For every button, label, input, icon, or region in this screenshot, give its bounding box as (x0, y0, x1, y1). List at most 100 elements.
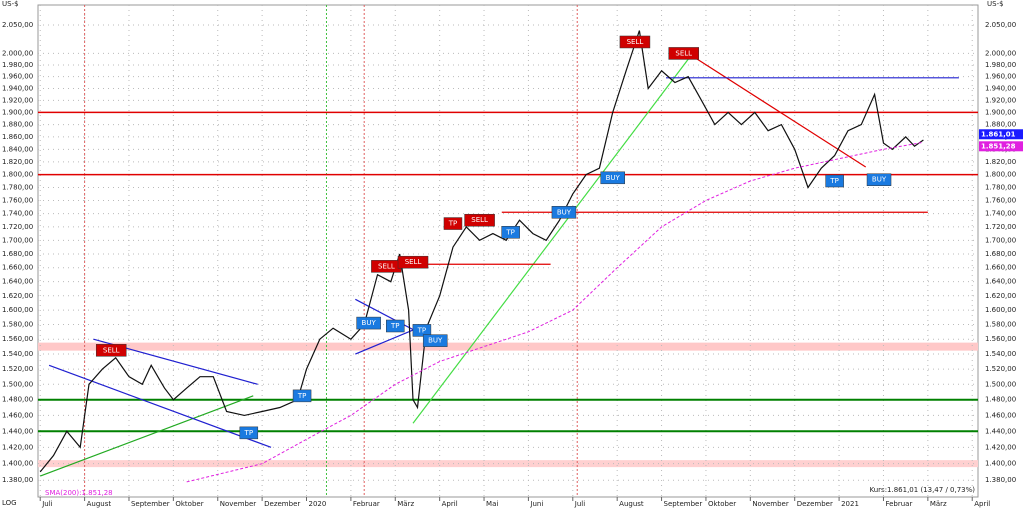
y-tick-label-left: 1.780,00 (2, 183, 33, 191)
signal-box (866, 173, 892, 186)
price-tag (979, 129, 1023, 140)
signal-label: SELL (103, 346, 120, 354)
x-tick-label: Juli (41, 500, 52, 508)
y-tick-label-left: 1.760,00 (2, 196, 33, 204)
signal-box (412, 324, 432, 337)
y-tick-label: 1.400,00 (985, 460, 1016, 468)
y-tick-label: 1.580,00 (985, 321, 1016, 329)
y-tick-label-left: 1.900,00 (2, 108, 33, 116)
signal-box (356, 316, 381, 330)
sma-tag-label: 1.851,28 (981, 142, 1016, 150)
y-tick-label-left: 1.700,00 (2, 236, 33, 244)
signal-box (292, 389, 312, 403)
x-tick-label: März (930, 500, 947, 508)
y-tick-label-left: 1.480,00 (2, 396, 33, 404)
signal-label: TP (244, 429, 254, 437)
signal-box (668, 47, 700, 60)
y-tick-label: 1.660,00 (985, 264, 1016, 272)
price-tag-label: 1.861,01 (981, 130, 1016, 138)
signal-box (422, 334, 448, 347)
y-tick-label-left: 1.560,00 (2, 335, 33, 343)
y-tick-label: 1.440,00 (985, 427, 1016, 435)
signal-label: BUY (606, 174, 621, 182)
y-tick-label: 1.600,00 (985, 306, 1016, 314)
x-tick-label: Oktober (708, 500, 736, 508)
signal-box (825, 174, 844, 188)
signal-label: BUY (557, 208, 572, 216)
y-tick-label: 1.780,00 (985, 183, 1016, 191)
trend-line (412, 53, 694, 424)
x-tick-label: Dezember (797, 500, 833, 508)
y-tick-label-left: 1.860,00 (2, 133, 33, 141)
y-tick-label-left: 1.820,00 (2, 158, 33, 166)
signal-box (619, 35, 651, 49)
y-tick-label: 1.920,00 (985, 96, 1016, 104)
signal-box (95, 344, 127, 357)
x-tick-label: Oktober (175, 500, 203, 508)
y-tick-label: 1.620,00 (985, 292, 1016, 300)
signal-box (501, 226, 520, 239)
x-tick-label: 2021 (841, 500, 859, 508)
x-tick-label: September (664, 500, 703, 508)
y-tick-label: 1.540,00 (985, 350, 1016, 358)
y-tick-label-left: 1.720,00 (2, 223, 33, 231)
signal-label: SELL (627, 38, 644, 46)
x-tick-label: Dezember (264, 500, 300, 508)
y-tick-label: 1.820,00 (985, 158, 1016, 166)
y-tick-label-left: 1.520,00 (2, 365, 33, 373)
y-tick-label: 1.500,00 (985, 380, 1016, 388)
signal-label: TP (505, 228, 515, 236)
y-tick-label: 1.640,00 (985, 278, 1016, 286)
y-unit-left: US-$ (2, 0, 19, 8)
signal-label: TP (829, 177, 839, 185)
x-tick-label: September (131, 500, 170, 508)
scale-label: LOG (2, 499, 17, 507)
signal-box (239, 426, 259, 440)
signal-box (397, 255, 429, 269)
y-tick-label-left: 1.680,00 (2, 250, 33, 258)
y-tick-label: 1.680,00 (985, 250, 1016, 258)
x-tick-label: Mai (486, 500, 498, 508)
y-tick-label-left: 1.960,00 (2, 73, 33, 81)
y-tick-label: 2.050,00 (985, 21, 1016, 29)
y-tick-label: 1.760,00 (985, 196, 1016, 204)
y-tick-label: 1.460,00 (985, 411, 1016, 419)
y-tick-label: 1.720,00 (985, 223, 1016, 231)
y-tick-label-left: 2.000,00 (2, 49, 33, 57)
x-tick-label: August (87, 500, 112, 508)
y-tick-label-left: 1.880,00 (2, 121, 33, 129)
x-tick-label: April (974, 500, 990, 508)
price-line (186, 141, 924, 483)
signal-box (386, 319, 405, 333)
x-tick-label: Juli (574, 500, 585, 508)
info-text: Kurs:1.861,01 (13,47 / 0,73%) (869, 486, 975, 494)
trend-line (40, 395, 254, 477)
y-tick-label-left: 1.540,00 (2, 350, 33, 358)
x-tick-label: November (752, 500, 789, 508)
signal-box (600, 171, 625, 185)
y-tick-label-left: 1.920,00 (2, 96, 33, 104)
trend-line (687, 52, 867, 168)
signal-box (443, 217, 463, 230)
y-tick-label: 1.960,00 (985, 73, 1016, 81)
trend-line (48, 364, 272, 448)
x-tick-label: Februar (353, 500, 380, 508)
y-tick-label-left: 1.660,00 (2, 264, 33, 272)
signal-label: BUY (428, 337, 443, 345)
signal-label: SELL (405, 258, 422, 266)
y-tick-label: 1.740,00 (985, 210, 1016, 218)
trend-line (355, 298, 418, 333)
y-tick-label: 1.880,00 (985, 121, 1016, 129)
legend-entry: SMA(200):1.851,28 (45, 489, 113, 497)
y-tick-label: 1.800,00 (985, 171, 1016, 179)
x-tick-label: Februar (885, 500, 912, 508)
signal-box (464, 213, 495, 227)
y-tick-label-left: 1.460,00 (2, 411, 33, 419)
y-tick-label: 1.520,00 (985, 365, 1016, 373)
y-tick-label: 1.420,00 (985, 443, 1016, 451)
y-tick-label: 1.980,00 (985, 61, 1016, 69)
x-tick-label: April (442, 500, 458, 508)
x-tick-label: Juni (529, 500, 543, 508)
y-tick-label-left: 1.800,00 (2, 171, 33, 179)
x-tick-label: 2020 (309, 500, 327, 508)
